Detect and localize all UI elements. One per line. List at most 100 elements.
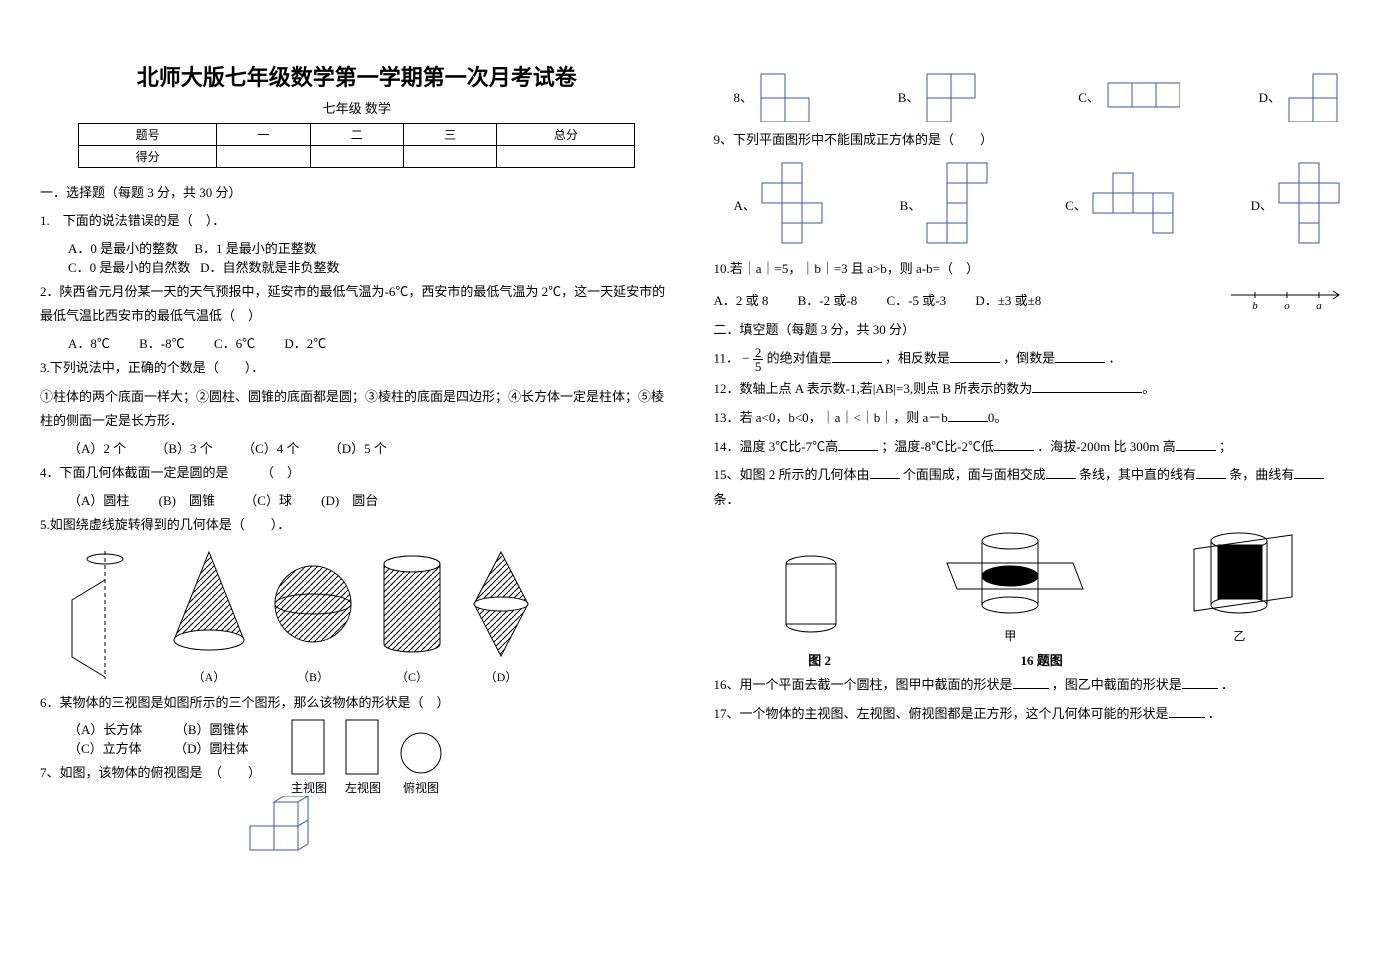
q3-d: （D）5 个 [329,438,387,457]
q5-stem: 5.如图绕虚线旋转得到的几何体是（ ）． [40,513,674,538]
q9-lab-b: B、 [900,195,922,214]
q2-d: D．2℃ [284,333,326,352]
q4-c: （C）球 [244,490,292,509]
subtitle: 七年级 数学 [40,98,674,117]
q3-a: （A）2 个 [68,438,126,457]
q5-a-label: （A） [164,668,254,685]
q6-left-icon [345,719,379,775]
q12: 12．数轴上点 A 表示数-1,若|AB|=3,则点 B 所表示的数为。 [714,377,1348,402]
q4-b: (B) 圆锥 [159,490,215,509]
q2-stem: 2．陕西省元月份某一天的天气预报中，延安市的最低气温为-6℃，西安市的最低气温为… [40,280,674,329]
q6-stem: 6．某物体的三视图是如图所示的三个图形，那么该物体的形状是（ ） [40,691,674,716]
q6-top-label: 俯视图 [399,779,443,796]
fig-yi-icon [1164,523,1314,623]
q10-b: B．-2 或-8 [798,290,858,309]
q11: 11． − 2 5 的绝对值是 ，相反数是 ，倒数是 ． [714,346,1348,373]
fig2-prism-icon [766,544,856,644]
q8-d-icon [1285,70,1347,122]
th-0: 题号 [79,124,217,146]
row2-c4 [497,146,635,168]
q9-d-icon [1275,159,1347,251]
q5-a-icon [164,544,254,664]
q5-figures: （A） （B） （C） [60,544,674,685]
th-1: 一 [217,124,310,146]
q3-detail: ①柱体的两个底面一样大；②圆柱、圆锥的底面都是圆；③棱柱的底面是四边形；④长方体… [40,385,674,434]
q14: 14．温度 3℃比-7℃高 ；温度-8℃比-2℃低 ．海拔-200m 比 300… [714,435,1348,460]
q9-a-icon [758,159,850,251]
q5-d-label: （D） [466,668,536,685]
q5-b-label: （B） [268,668,358,685]
section2-heading: 二．填空题（每题 3 分，共 30 分） [714,319,1348,338]
q2-b: B．-8℃ [139,333,185,352]
q1-d: D．自然数就是非负整数 [200,260,339,275]
q8-lab-d: D、 [1259,87,1281,106]
q5-c-icon [372,544,452,664]
q1-a: A．0 是最小的整数 [68,241,178,256]
q6-front-label: 主视图 [291,779,327,796]
svg-text:a: a [1316,300,1322,312]
q6-left-label: 左视图 [345,779,381,796]
svg-text:o: o [1284,300,1290,312]
q6-d: （D）圆柱体 [174,741,248,756]
q8-a-icon [757,70,819,122]
row2-c1 [217,146,310,168]
q3-stem: 3.下列说法中，正确的个数是（ ）． [40,356,674,381]
q4-a: （A）圆柱 [68,490,129,509]
row2-c3 [403,146,496,168]
q2-a: A．8℃ [68,333,110,352]
q9-b-icon [923,159,1015,251]
q1-c: C．0 是最小的自然数 [68,260,190,275]
q9-lab-a: A、 [734,195,756,214]
q17: 17、一个物体的主视图、左视图、俯视图都是正方形，这个几何体可能的形状是 ． [714,702,1348,727]
q3-c: （C）4 个 [242,438,299,457]
figcap-left: 图 2 [808,650,831,669]
th-2: 二 [310,124,403,146]
q9-lab-c: C、 [1065,195,1087,214]
q7-solid-icon [240,796,320,866]
q6-a: （A）长方体 [68,722,142,737]
q4-d: (D) 圆台 [321,490,378,509]
q10-d: D．±3 或±8 [975,290,1041,309]
th-4: 总分 [497,124,635,146]
th-3: 三 [403,124,496,146]
q9-stem: 9、下列平面图形中不能围成正方体的是（ ） [714,128,1348,153]
q13: 13．若 a<0，b<0，｜a｜<｜b｜，则 a－b0。 [714,406,1348,431]
q7-stem: 7、如图，该物体的俯视图是 （ ） [40,761,261,786]
q6-c: （C）立方体 [68,741,142,756]
row2-c2 [310,146,403,168]
page-title: 北师大版七年级数学第一学期第一次月考试卷 [40,60,674,92]
q3-b: （B）3 个 [155,438,212,457]
q9-c-icon [1089,169,1201,241]
q5-c-label: （C） [372,668,452,685]
q5-b-icon [268,544,358,664]
row2-first: 得分 [79,146,217,168]
section1-heading: 一．选择题（每题 3 分，共 30 分） [40,182,674,201]
q4-stem: 4．下面几何体截面一定是圆的是 （ ） [40,461,674,486]
q10-axis-icon: b o a [1227,285,1347,313]
q5-profile-icon [60,545,150,685]
score-table: 题号 一 二 三 总分 得分 [78,123,635,168]
q1-b: B．1 是最小的正整数 [194,241,316,256]
jia-label: 甲 [935,627,1085,644]
q9-lab-d: D、 [1251,195,1273,214]
q8-lab-c: C、 [1078,87,1100,106]
q16: 16、用一个平面去截一个圆柱，图甲中截面的形状是 ，图乙中截面的形状是 ． [714,673,1348,698]
q10-a: A．2 或 8 [714,290,769,309]
q6-b: （B）圆锥体 [175,722,249,737]
q6-front-icon [291,719,325,775]
q10-c: C．-5 或-3 [886,290,946,309]
q1-stem: 1. 下面的说法错误的是（ ）． [40,209,674,234]
svg-text:b: b [1252,300,1258,312]
yi-label: 乙 [1164,627,1314,644]
q10-stem: 10.若｜a｜=5，｜b｜=3 且 a>b，则 a-b=（ ） [714,257,979,282]
q2-c: C．6℃ [214,333,255,352]
q8-c-icon [1104,79,1180,113]
q5-d-icon [466,544,536,664]
q6-top-icon [399,731,443,775]
q8-lab-8: 8、 [734,87,754,106]
fig-jia-icon [935,523,1085,623]
q8-lab-b: B、 [898,87,920,106]
figcap-mid: 16 题图 [1020,650,1062,669]
q15: 15、如图 2 所示的几何体由 个面围成，面与面相交成 条线，其中直的线有 条，… [714,463,1348,512]
q8-b-icon [923,70,999,122]
